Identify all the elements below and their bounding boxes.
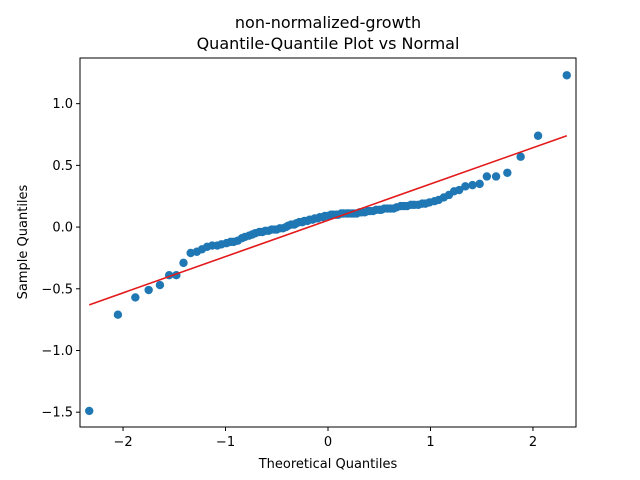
x-tick-label: −1 [216,435,235,450]
qq-point [155,280,165,290]
y-tick-label: −1.0 [41,344,73,359]
qq-point [516,152,525,161]
qq-point [179,258,188,268]
qq-point [113,310,123,319]
qq-point [475,179,484,189]
qq-point [533,131,543,140]
chart-subtitle: Quantile-Quantile Plot vs Normal [197,34,460,53]
qq-point [144,285,153,295]
y-tick-label: 0.5 [52,159,73,174]
y-tick-label: −1.5 [41,406,73,421]
qq-point [461,182,470,191]
reference-line [88,134,568,306]
x-axis-ticks: −2 −1 0 1 2 [113,427,537,450]
x-tick-label: 0 [324,435,332,450]
y-tick-label: −0.5 [41,282,73,297]
qq-point [454,185,464,195]
y-tick-label: 1.0 [52,97,73,112]
qq-point [482,172,492,181]
chart-title: non-normalized-growth [235,13,421,32]
x-tick-label: 2 [529,435,537,450]
data-marks [85,71,571,416]
x-tick-label: 1 [426,435,434,450]
plot-frame [79,57,577,428]
y-axis-ticks: −1.5 −1.0 −0.5 0.0 0.5 1.0 [41,97,80,421]
qq-point [562,71,571,80]
qq-point [468,180,477,190]
x-axis-label: Theoretical Quantiles [258,457,398,472]
qq-point [503,168,512,177]
y-axis-label: Sample Quantiles [16,184,31,299]
qq-point [491,172,501,181]
qq-point [85,406,94,416]
qq-point [131,293,140,302]
x-tick-label: −2 [113,435,132,450]
y-tick-label: 0.0 [52,221,73,236]
